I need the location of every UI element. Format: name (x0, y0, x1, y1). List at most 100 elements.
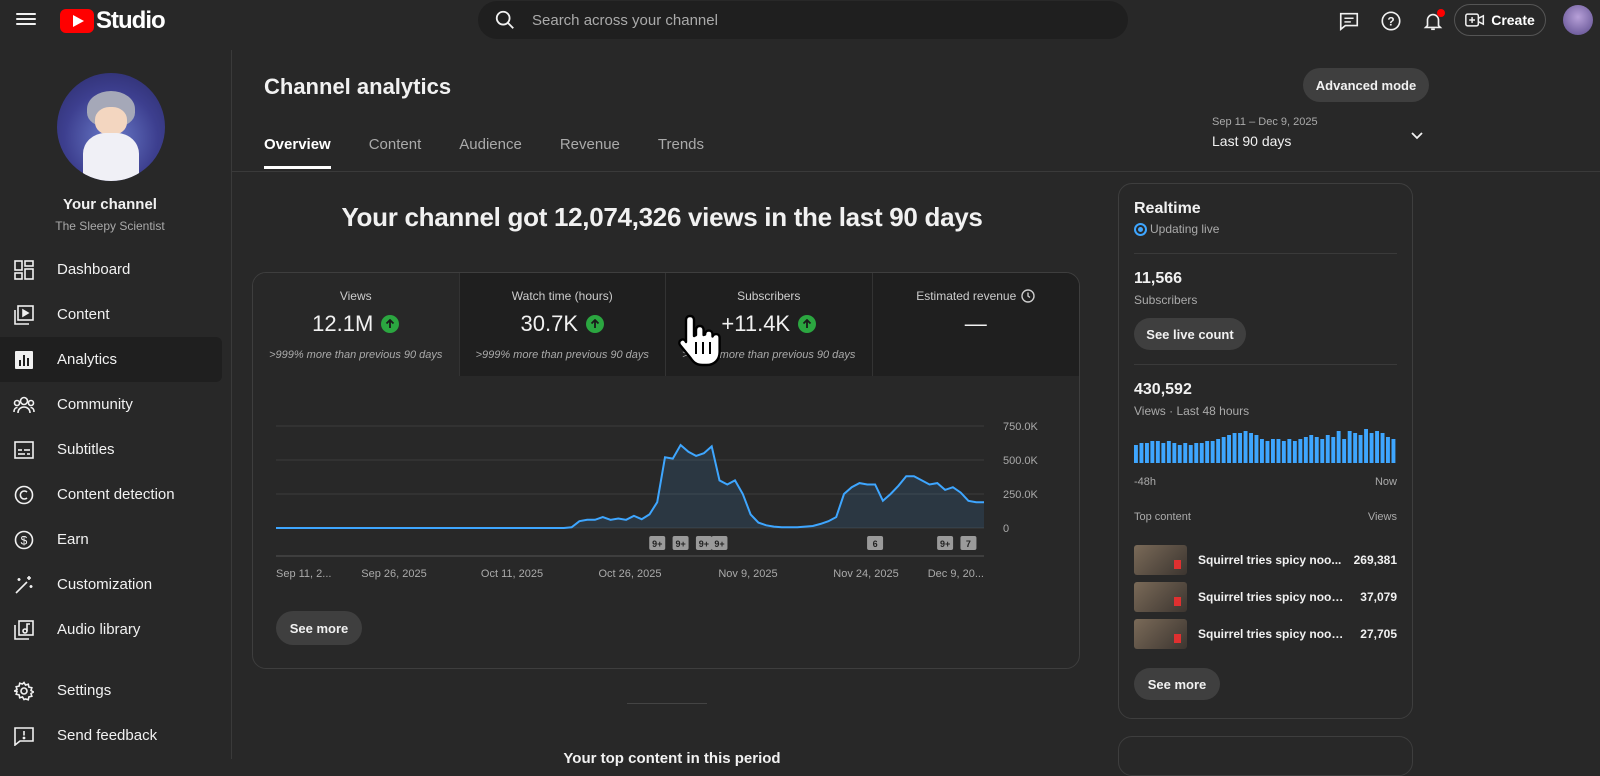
copyright-icon (13, 484, 35, 506)
sidebar-item-earn[interactable]: $ Earn (0, 517, 222, 562)
video-thumbnail (1134, 619, 1187, 649)
feedback-comments-icon[interactable] (1336, 8, 1362, 34)
realtime-bar (1325, 435, 1330, 463)
x-tick-label: Sep 26, 2025 (361, 568, 426, 580)
sidebar-item-label: Customization (57, 576, 153, 593)
sidebar-item-customization[interactable]: Customization (0, 562, 222, 607)
x-tick-label: Nov 9, 2025 (718, 568, 777, 580)
metric-estimated-revenue[interactable]: Estimated revenue — (872, 273, 1079, 376)
sidebar-item-label: Analytics (57, 351, 118, 368)
realtime-bar (1249, 433, 1253, 463)
x-tick-label: Sep 11, 2... (276, 568, 331, 580)
series-area (276, 445, 984, 528)
channel-title: Your channel (63, 196, 157, 213)
menu-icon[interactable] (16, 10, 36, 30)
realtime-bar-chart[interactable] (1134, 429, 1397, 463)
sidebar-item-send-feedback[interactable]: Send feedback (0, 713, 222, 758)
sidebar-item-subtitles[interactable]: Subtitles (0, 427, 222, 472)
sidebar-item-label: Subtitles (57, 441, 115, 458)
date-range-picker[interactable]: Sep 11 – Dec 9, 2025 Last 90 days (1212, 116, 1430, 158)
chart-marker (695, 536, 712, 550)
realtime-bar (1353, 433, 1358, 463)
tab-overview[interactable]: Overview (264, 136, 331, 169)
see-live-count-button[interactable]: See live count (1134, 318, 1246, 350)
sidebar-item-content-detection[interactable]: Content detection (0, 472, 222, 517)
sidebar-item-label: Send feedback (57, 727, 158, 744)
realtime-bar (1216, 439, 1221, 463)
top-bar: Studio ? Create (0, 0, 1600, 40)
channel-avatar[interactable] (57, 73, 165, 181)
chevron-down-icon (1411, 132, 1423, 140)
tab-revenue[interactable]: Revenue (559, 136, 620, 153)
chart-marker (649, 536, 666, 550)
advanced-mode-button[interactable]: Advanced mode (1303, 68, 1429, 102)
metric-delta: >999% more than previous 90 days (682, 349, 856, 361)
top-content-item[interactable]: Squirrel tries spicy nood... 37,079 (1134, 582, 1397, 612)
sidebar-item-content[interactable]: Content (0, 292, 222, 337)
sidebar-item-dashboard[interactable]: Dashboard (0, 247, 222, 292)
metric-value: +11.4K (721, 311, 791, 336)
dollar-icon: $ (13, 529, 35, 551)
see-more-button[interactable]: See more (276, 611, 362, 645)
search-input[interactable] (532, 11, 1092, 29)
realtime-bar (1336, 431, 1341, 463)
main-content: Channel analytics Advanced mode Overview… (232, 50, 1600, 776)
account-avatar[interactable] (1563, 5, 1593, 35)
realtime-see-more-button[interactable]: See more (1134, 668, 1220, 700)
realtime-axis-start: -48h (1134, 476, 1157, 488)
realtime-bar (1342, 439, 1347, 463)
arrow-up-icon (798, 315, 817, 333)
metric-watch-time[interactable]: Watch time (hours) 30.7K >999% more than… (459, 273, 666, 376)
realtime-bar (1172, 443, 1177, 463)
date-range-label: Last 90 days (1212, 133, 1292, 149)
realtime-bar (1221, 437, 1226, 463)
sidebar-item-label: Earn (57, 531, 89, 548)
top-content-item[interactable]: Squirrel tries spicy noo... 269,381 (1134, 545, 1397, 575)
help-icon[interactable]: ? (1378, 8, 1404, 34)
sidebar-item-community[interactable]: Community (0, 382, 222, 427)
divider (1134, 364, 1397, 365)
secondary-card (1118, 736, 1413, 776)
realtime-bar (1134, 445, 1138, 463)
gear-icon (13, 680, 35, 702)
sidebar-item-label: Content detection (57, 486, 175, 503)
arrow-up-icon (381, 315, 400, 333)
chart-marker (672, 536, 689, 550)
video-thumbnail (1134, 545, 1187, 575)
create-button[interactable]: Create (1454, 4, 1546, 36)
metrics-row: Views 12.1M >999% more than previous 90 … (253, 273, 1079, 376)
chart-marker (937, 536, 954, 550)
tab-audience[interactable]: Audience (459, 136, 522, 153)
notifications-icon[interactable] (1420, 8, 1446, 34)
channel-name: The Sleepy Scientist (55, 219, 165, 233)
realtime-bar (1320, 439, 1325, 463)
realtime-bar (1232, 433, 1237, 463)
chart-marker-label: 9+ (940, 539, 950, 549)
metric-views[interactable]: Views 12.1M >999% more than previous 90 … (253, 273, 460, 376)
sidebar-item-label: Community (57, 396, 133, 413)
realtime-bar (1364, 429, 1368, 463)
sidebar-item-analytics[interactable]: Analytics (0, 337, 222, 382)
chart-marker-label: 9+ (699, 539, 709, 549)
realtime-bar (1331, 437, 1336, 463)
realtime-bar (1386, 437, 1390, 463)
realtime-bar (1194, 443, 1199, 463)
search-icon[interactable] (494, 9, 516, 31)
realtime-bar (1139, 443, 1144, 463)
top-content-item[interactable]: Squirrel tries spicy nood... 27,705 (1134, 619, 1397, 649)
realtime-views-label: Views · Last 48 hours (1134, 404, 1250, 418)
tab-trends[interactable]: Trends (657, 136, 705, 153)
metric-value: 12.1M (312, 311, 374, 336)
magic-wand-icon (13, 574, 35, 596)
views-chart[interactable]: 750.0K 500.0K 250.0K 0 9+ 9+ 9+ 9+ 6 9+ 7 Sep 11, 2… (253, 376, 1080, 596)
metric-delta: >999% more than previous 90 days (475, 349, 649, 361)
tab-content[interactable]: Content (368, 136, 422, 153)
sidebar-item-label: Dashboard (57, 261, 131, 278)
search-bar[interactable] (478, 1, 1128, 39)
sidebar-item-audio-library[interactable]: Audio library (0, 607, 222, 652)
sidebar-item-settings[interactable]: Settings (0, 668, 222, 713)
studio-logo[interactable]: Studio (60, 7, 166, 35)
realtime-status: Updating live (1150, 222, 1220, 236)
chart-marker-label: 7 (966, 539, 971, 549)
metric-subscribers[interactable]: Subscribers +11.4K >999% more than previ… (666, 273, 873, 376)
